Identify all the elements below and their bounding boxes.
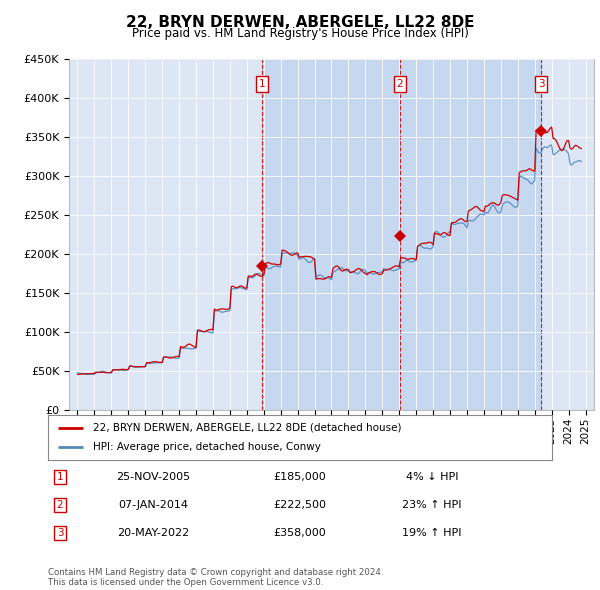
Text: 3: 3 [538, 79, 544, 89]
Text: 1: 1 [56, 472, 64, 482]
Text: Contains HM Land Registry data © Crown copyright and database right 2024.: Contains HM Land Registry data © Crown c… [48, 568, 383, 576]
Text: Price paid vs. HM Land Registry's House Price Index (HPI): Price paid vs. HM Land Registry's House … [131, 27, 469, 40]
Text: £222,500: £222,500 [274, 500, 326, 510]
Text: 4% ↓ HPI: 4% ↓ HPI [406, 472, 458, 482]
Text: This data is licensed under the Open Government Licence v3.0.: This data is licensed under the Open Gov… [48, 578, 323, 587]
Text: 07-JAN-2014: 07-JAN-2014 [118, 500, 188, 510]
Text: 20-MAY-2022: 20-MAY-2022 [117, 528, 189, 538]
Text: 25-NOV-2005: 25-NOV-2005 [116, 472, 190, 482]
Text: £185,000: £185,000 [274, 472, 326, 482]
Text: £358,000: £358,000 [274, 528, 326, 538]
Text: 2: 2 [397, 79, 403, 89]
Text: HPI: Average price, detached house, Conwy: HPI: Average price, detached house, Conw… [94, 442, 321, 453]
Text: 3: 3 [56, 528, 64, 538]
Text: 22, BRYN DERWEN, ABERGELE, LL22 8DE (detached house): 22, BRYN DERWEN, ABERGELE, LL22 8DE (det… [94, 422, 402, 432]
Text: 23% ↑ HPI: 23% ↑ HPI [402, 500, 462, 510]
Text: 22, BRYN DERWEN, ABERGELE, LL22 8DE: 22, BRYN DERWEN, ABERGELE, LL22 8DE [126, 15, 474, 30]
Text: 1: 1 [259, 79, 265, 89]
Bar [262, 59, 541, 410]
Text: 19% ↑ HPI: 19% ↑ HPI [402, 528, 462, 538]
Text: 2: 2 [56, 500, 64, 510]
